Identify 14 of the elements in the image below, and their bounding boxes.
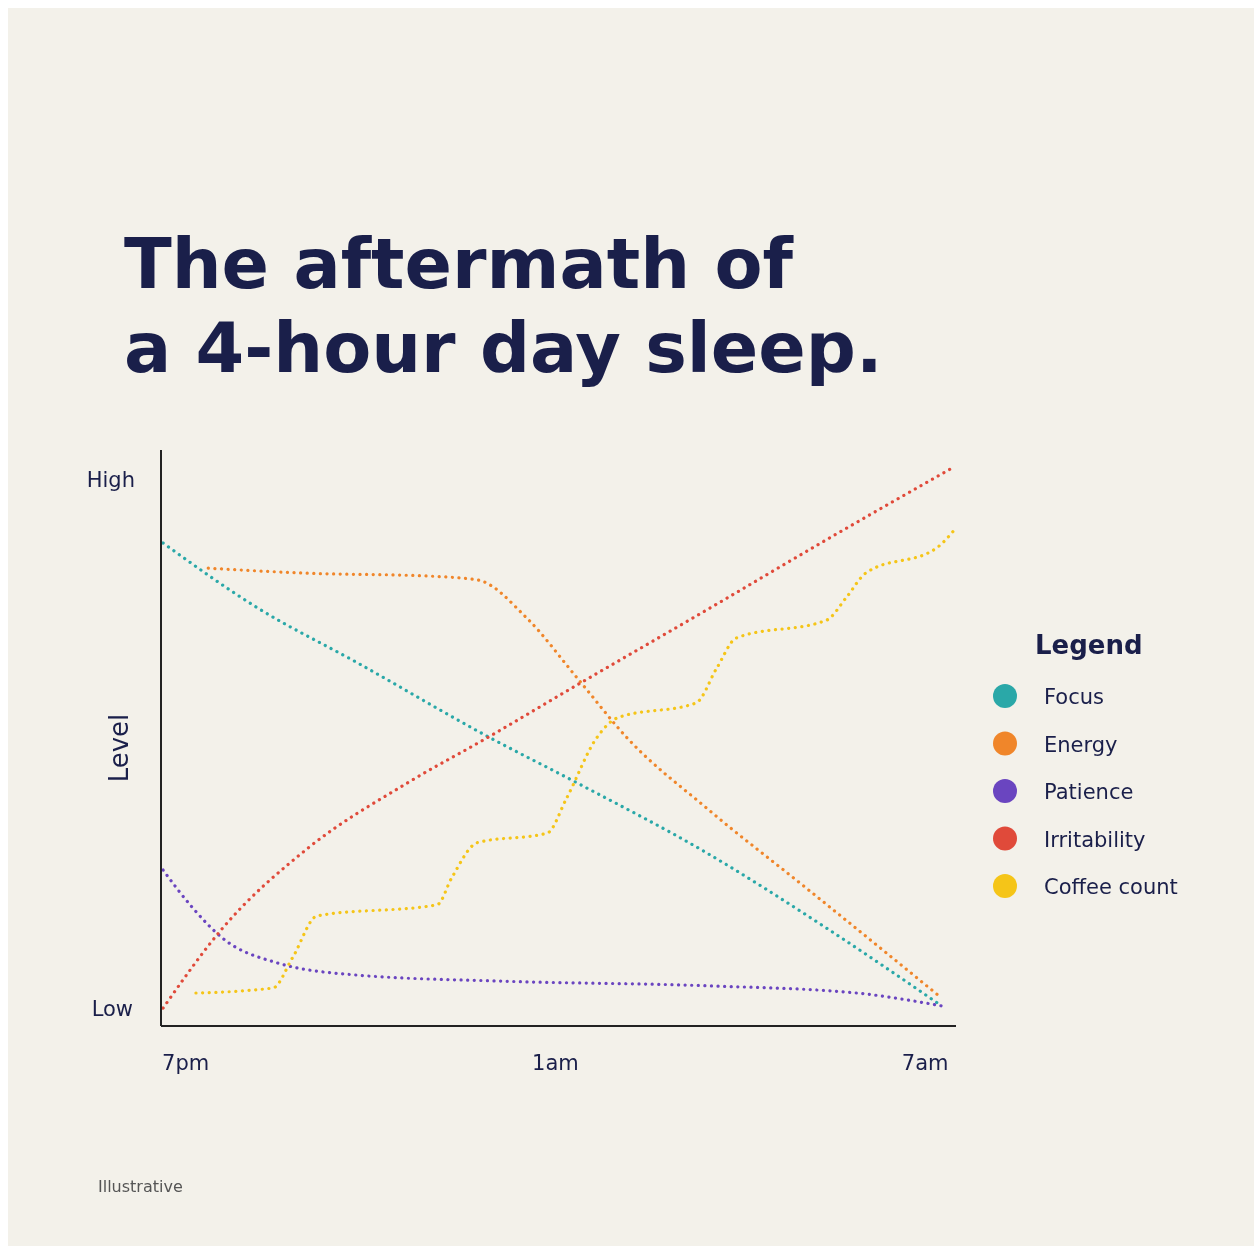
legend-label: Irritability — [1044, 827, 1146, 852]
legend-label: Patience — [1044, 780, 1134, 804]
legend-label: Energy — [1044, 732, 1118, 757]
text: Low — [91, 997, 133, 1021]
legend-title: Legend — [1035, 630, 1143, 660]
legend-label: Coffee count — [1044, 875, 1178, 899]
text: Illustrative — [98, 1177, 183, 1196]
x-tick-label: 1am — [532, 1051, 579, 1075]
chart-title: The aftermath of a 4-hour day sleep. — [124, 223, 883, 389]
x-tick-label: 7pm — [162, 1051, 210, 1075]
x-tick-label: 7am — [901, 1051, 949, 1075]
y-axis-title: Level — [104, 713, 134, 783]
legend-label: Focus — [1044, 685, 1104, 709]
text: High — [86, 468, 135, 492]
